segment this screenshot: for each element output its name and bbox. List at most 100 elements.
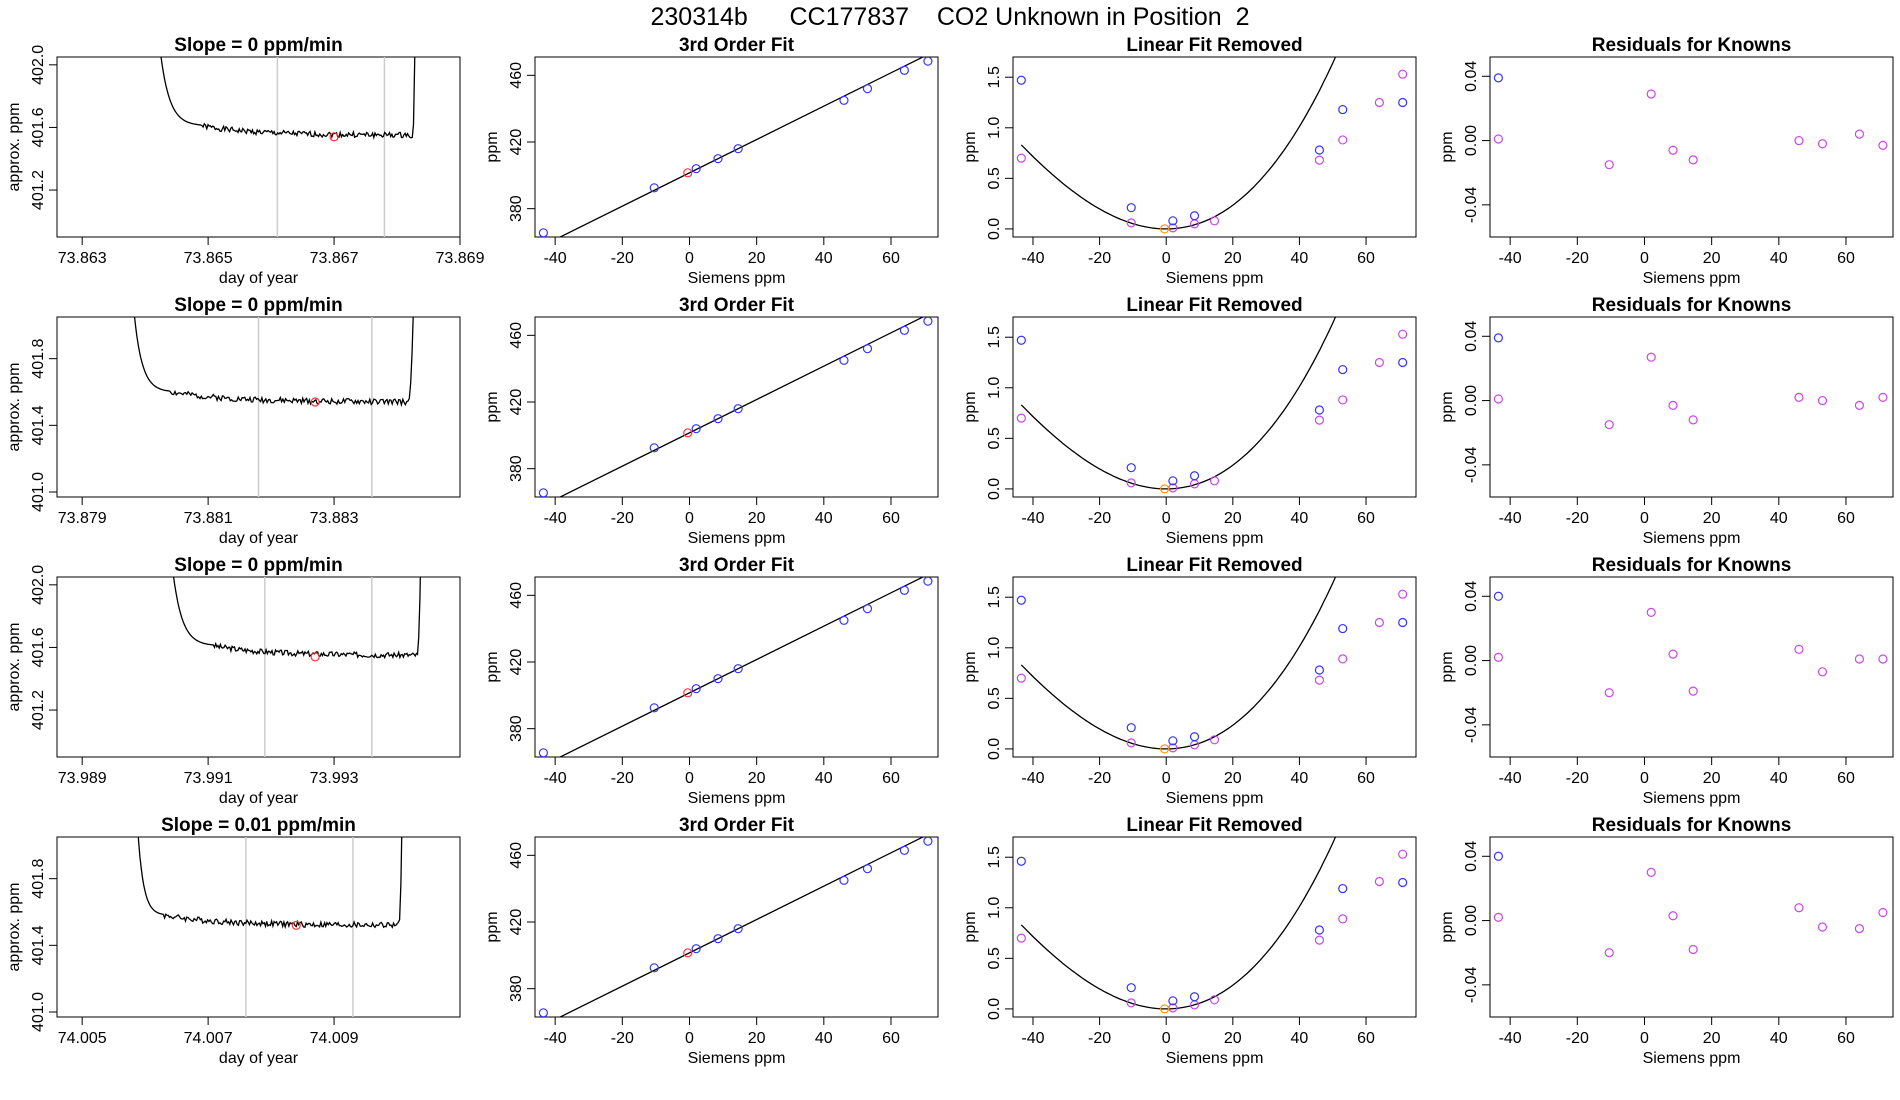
known-point <box>538 748 548 757</box>
x-tick-label: 20 <box>748 1030 766 1047</box>
known-point <box>839 95 849 105</box>
residual-point <box>1688 155 1698 165</box>
x-axis-label: Siemens ppm <box>1166 530 1264 547</box>
x-tick-label: 60 <box>1837 1030 1855 1047</box>
known-point <box>713 934 723 944</box>
residual-point <box>1878 907 1888 918</box>
residual-point <box>1646 352 1656 362</box>
x-tick-label: 60 <box>1357 1030 1375 1047</box>
panel-title: Linear Fit Removed <box>1126 815 1302 836</box>
panel-r4c2: 3rd Order Fit -40 -20 0 20 40 60 380 420 460 Sieme… <box>484 815 939 1067</box>
panel-title: 3rd Order Fit <box>679 35 795 56</box>
x-tick-label: 60 <box>1837 770 1855 787</box>
y-tick-label: 1.5 <box>986 846 1003 868</box>
x-tick-label: 0 <box>1162 510 1171 527</box>
x-axis-label: day of year <box>219 530 299 547</box>
residual-point <box>1374 97 1384 108</box>
x-axis-label: day of year <box>219 1050 299 1067</box>
known-point <box>1189 992 1200 1002</box>
x-tick-label: 0 <box>1640 510 1649 527</box>
panel-r3c1: Slope = 0 ppm/min 73.989 73.991 73.993 401.2… <box>6 555 461 807</box>
panel-r4c3: Linear Fit Removed -40 -20 0 20 40 60 0.0 0.5 1.0… <box>962 815 1417 1067</box>
y-tick-label: 0.0 <box>986 218 1003 240</box>
plot-frame <box>1489 316 1894 498</box>
known-point <box>1016 335 1026 345</box>
plot-frame <box>1012 56 1417 238</box>
time-series-trace <box>133 317 414 408</box>
plot-frame <box>534 576 939 758</box>
known-point <box>1126 723 1136 733</box>
x-tick-label: -40 <box>1499 250 1522 267</box>
residual-point <box>1668 145 1678 155</box>
x-tick-label: -40 <box>1499 1030 1522 1047</box>
y-tick-label: 0.00 <box>1463 385 1480 416</box>
y-tick-label: 0.5 <box>986 947 1003 969</box>
y-tick-label: 0.0 <box>986 998 1003 1020</box>
residual-point <box>1688 944 1698 955</box>
x-tick-label: -40 <box>1021 250 1044 267</box>
residual-point <box>1016 673 1026 683</box>
residual-point <box>1646 89 1656 99</box>
y-axis-label: approx. ppm <box>6 103 23 192</box>
x-tick-label: -40 <box>1021 510 1044 527</box>
residual-point <box>1016 153 1026 163</box>
known-point <box>923 317 933 326</box>
x-tick-label: 73.993 <box>310 770 359 787</box>
x-tick-label: 60 <box>1357 510 1375 527</box>
known-point <box>1493 333 1503 343</box>
residual-point <box>1398 329 1408 339</box>
residual-point <box>1794 135 1804 146</box>
known-point <box>733 144 743 154</box>
x-tick-label: 40 <box>1770 770 1788 787</box>
y-tick-label: 401.8 <box>30 339 47 379</box>
y-tick-label: 401.6 <box>30 627 47 667</box>
residual-point <box>1398 589 1408 599</box>
plot-frame <box>534 316 939 498</box>
y-tick-label: 401.0 <box>30 472 47 512</box>
known-point <box>713 674 723 684</box>
x-tick-label: -20 <box>1566 510 1589 527</box>
y-tick-label: -0.04 <box>1463 447 1480 484</box>
x-tick-label: 40 <box>815 770 833 787</box>
known-point <box>649 183 659 193</box>
x-axis-label: Siemens ppm <box>1166 1050 1264 1067</box>
y-tick-label: 0.0 <box>986 738 1003 760</box>
x-axis-label: Siemens ppm <box>688 790 786 807</box>
known-point <box>733 924 743 934</box>
residual-point <box>1016 413 1026 423</box>
x-tick-label: 20 <box>1703 1030 1721 1047</box>
residual-point <box>1646 867 1656 877</box>
known-point <box>649 443 659 453</box>
fit-curve <box>1020 577 1337 750</box>
known-point <box>1493 851 1503 861</box>
y-tick-label: 460 <box>508 322 525 349</box>
sample-point <box>683 688 693 698</box>
x-tick-label: 60 <box>1357 250 1375 267</box>
y-tick-label: 380 <box>508 455 525 482</box>
residual-point <box>1878 392 1888 402</box>
mean-point <box>291 920 301 930</box>
known-point <box>1016 856 1026 866</box>
x-tick-label: 60 <box>1357 770 1375 787</box>
known-point <box>713 414 723 424</box>
y-axis-label: ppm <box>1439 131 1456 162</box>
x-axis-label: day of year <box>219 270 299 287</box>
plot-frame <box>1012 836 1417 1018</box>
known-point <box>691 164 701 174</box>
residual-point <box>1794 644 1804 654</box>
y-tick-label: 380 <box>508 975 525 1002</box>
x-tick-label: -20 <box>1566 770 1589 787</box>
known-point <box>899 325 910 335</box>
x-tick-label: 0 <box>1640 1030 1649 1047</box>
mean-point <box>329 132 339 142</box>
x-tick-label: 60 <box>882 250 900 267</box>
residual-point <box>1374 357 1384 368</box>
y-tick-label: 0.04 <box>1463 321 1480 352</box>
known-point <box>1398 617 1408 628</box>
x-tick-label: 73.879 <box>58 510 107 527</box>
known-point <box>1338 883 1348 894</box>
sample-point <box>683 428 693 438</box>
panel-title: Residuals for Knowns <box>1592 555 1792 576</box>
x-tick-label: 73.865 <box>184 250 233 267</box>
x-tick-label: -40 <box>544 250 567 267</box>
